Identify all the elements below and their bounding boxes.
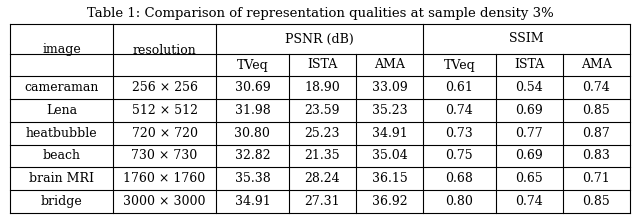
Text: brain MRI: brain MRI	[29, 172, 94, 185]
Text: 1760 × 1760: 1760 × 1760	[124, 172, 205, 185]
Text: 36.15: 36.15	[372, 172, 407, 185]
Text: AMA: AMA	[374, 59, 405, 71]
Text: image: image	[42, 43, 81, 56]
Text: 21.35: 21.35	[305, 150, 340, 162]
Text: 0.65: 0.65	[515, 172, 543, 185]
Text: 512 × 512: 512 × 512	[132, 104, 198, 117]
Text: 34.91: 34.91	[234, 195, 270, 208]
Text: 23.59: 23.59	[305, 104, 340, 117]
Text: 0.85: 0.85	[582, 195, 611, 208]
Text: 0.87: 0.87	[582, 127, 611, 140]
Text: 35.38: 35.38	[234, 172, 270, 185]
Text: Lena: Lena	[46, 104, 77, 117]
Text: TVeq: TVeq	[444, 59, 476, 71]
Text: 3000 × 3000: 3000 × 3000	[124, 195, 206, 208]
Text: 0.74: 0.74	[445, 104, 473, 117]
Text: 36.92: 36.92	[372, 195, 407, 208]
Text: resolution: resolution	[132, 43, 196, 56]
Text: 31.98: 31.98	[234, 104, 270, 117]
Text: 27.31: 27.31	[305, 195, 340, 208]
Text: 30.80: 30.80	[234, 127, 270, 140]
Text: 33.09: 33.09	[372, 81, 407, 94]
Text: 0.69: 0.69	[515, 104, 543, 117]
Text: 35.23: 35.23	[372, 104, 407, 117]
Text: AMA: AMA	[581, 59, 612, 71]
Text: 28.24: 28.24	[305, 172, 340, 185]
Text: 0.73: 0.73	[445, 127, 473, 140]
Text: 0.71: 0.71	[582, 172, 611, 185]
Text: 0.74: 0.74	[515, 195, 543, 208]
Text: PSNR (dB): PSNR (dB)	[285, 33, 354, 46]
Text: 0.75: 0.75	[445, 150, 473, 162]
Text: 0.85: 0.85	[582, 104, 611, 117]
Text: heatbubble: heatbubble	[26, 127, 97, 140]
Text: Table 1: Comparison of representation qualities at sample density 3%: Table 1: Comparison of representation qu…	[86, 7, 554, 20]
Text: 25.23: 25.23	[305, 127, 340, 140]
Text: 256 × 256: 256 × 256	[132, 81, 198, 94]
Text: 34.91: 34.91	[372, 127, 407, 140]
Text: bridge: bridge	[41, 195, 83, 208]
Text: TVeq: TVeq	[237, 59, 268, 71]
Text: 32.82: 32.82	[235, 150, 270, 162]
Text: 0.80: 0.80	[445, 195, 474, 208]
Text: ISTA: ISTA	[307, 59, 337, 71]
Text: 720 × 720: 720 × 720	[132, 127, 198, 140]
Text: 0.77: 0.77	[515, 127, 543, 140]
Text: 30.69: 30.69	[234, 81, 270, 94]
Text: 35.04: 35.04	[372, 150, 407, 162]
Text: 730 × 730: 730 × 730	[131, 150, 198, 162]
Text: 0.74: 0.74	[582, 81, 611, 94]
Text: cameraman: cameraman	[24, 81, 99, 94]
Text: beach: beach	[42, 150, 81, 162]
Text: 0.54: 0.54	[515, 81, 543, 94]
Text: 0.68: 0.68	[445, 172, 474, 185]
Text: 0.61: 0.61	[445, 81, 474, 94]
Text: 0.83: 0.83	[582, 150, 611, 162]
Text: 18.90: 18.90	[305, 81, 340, 94]
Text: ISTA: ISTA	[514, 59, 545, 71]
Text: 0.69: 0.69	[515, 150, 543, 162]
Text: SSIM: SSIM	[509, 33, 544, 46]
